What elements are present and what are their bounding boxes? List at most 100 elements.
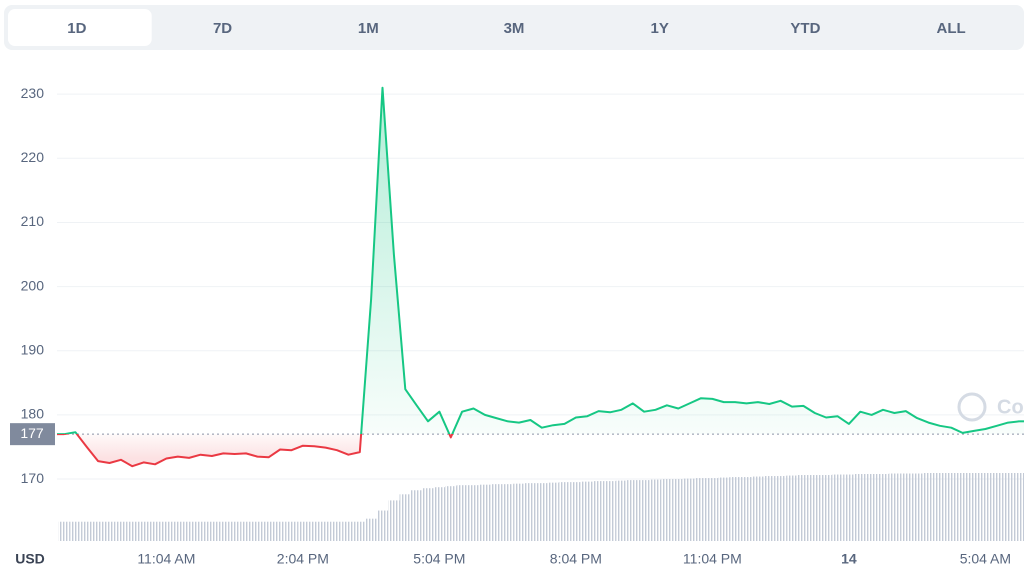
volume-bar bbox=[604, 481, 616, 541]
volume-bar bbox=[251, 521, 264, 541]
volume-bar bbox=[649, 479, 662, 541]
volume-bar bbox=[934, 473, 946, 541]
volume-bar bbox=[627, 480, 639, 541]
tab-label[interactable]: 1Y bbox=[651, 20, 669, 37]
tab-label[interactable]: 3M bbox=[504, 20, 525, 37]
volume-bar bbox=[854, 474, 866, 541]
volume-bar bbox=[433, 487, 446, 541]
volume-bar bbox=[194, 521, 207, 541]
volume-bar bbox=[615, 480, 628, 541]
volume-bar bbox=[911, 473, 923, 541]
volume-bar bbox=[126, 521, 138, 541]
x-tick-label: 8:04 PM bbox=[550, 551, 602, 567]
volume-bar bbox=[217, 521, 229, 541]
tab-bar bbox=[4, 5, 1024, 50]
y-tick-label: 190 bbox=[21, 341, 45, 357]
volume-bar bbox=[979, 473, 992, 541]
volume-bar bbox=[331, 521, 343, 541]
volume-bar bbox=[991, 473, 1003, 541]
volume-bar bbox=[763, 476, 775, 541]
volume-bar bbox=[399, 494, 411, 541]
volume-bar bbox=[103, 521, 116, 541]
tab-label[interactable]: 7D bbox=[213, 20, 232, 37]
y-tick-label: 200 bbox=[21, 277, 45, 293]
tab-label[interactable]: ALL bbox=[937, 20, 966, 37]
volume-bar bbox=[1002, 473, 1014, 541]
volume-bar bbox=[774, 476, 787, 541]
volume-bar bbox=[695, 478, 707, 541]
tab-label[interactable]: 1M bbox=[358, 20, 379, 37]
volume-bar bbox=[831, 474, 844, 541]
volume-bar bbox=[786, 475, 798, 541]
volume-bar bbox=[922, 473, 935, 541]
tab-selected[interactable] bbox=[8, 9, 152, 46]
x-tick-label: 14 bbox=[841, 551, 857, 567]
x-tick-label: 5:04 PM bbox=[413, 551, 465, 567]
volume-bar bbox=[206, 521, 218, 541]
volume-bar bbox=[263, 521, 275, 541]
x-tick-label: 11:04 AM bbox=[137, 551, 195, 567]
volume-bar bbox=[388, 500, 400, 541]
grid bbox=[57, 93, 1024, 480]
baseline-label-box bbox=[10, 423, 55, 446]
price-area bbox=[57, 87, 1024, 467]
volume-bar bbox=[683, 478, 696, 541]
price-line bbox=[63, 86, 1020, 468]
volume-bar bbox=[274, 521, 286, 541]
volume-bar bbox=[809, 475, 821, 541]
volume-bar bbox=[661, 479, 673, 541]
volume-bar bbox=[354, 521, 366, 541]
volume-bar bbox=[445, 486, 457, 541]
volume-bar bbox=[467, 485, 480, 541]
volume-bar bbox=[183, 521, 195, 541]
volume-bar bbox=[547, 482, 559, 541]
volume-bar bbox=[718, 477, 730, 541]
volume-bar bbox=[558, 482, 571, 541]
y-tick-label: 210 bbox=[21, 213, 45, 229]
volume-bar bbox=[524, 483, 537, 541]
x-tick-label: 5:04 AM bbox=[960, 551, 1011, 567]
volume-bar bbox=[92, 521, 104, 541]
volume-bar bbox=[797, 475, 810, 541]
tab-label[interactable]: 1D bbox=[67, 20, 86, 37]
volume-bar bbox=[968, 473, 980, 541]
volume-bar bbox=[672, 479, 684, 541]
volume-bar bbox=[706, 478, 719, 541]
watermark: Coi bbox=[997, 396, 1024, 418]
volume-bar bbox=[740, 477, 753, 541]
y-axis-label: USD bbox=[15, 551, 45, 567]
volume-bar bbox=[240, 521, 252, 541]
tabs: 1D 7D 1M 3M 1Y YTD ALL bbox=[8, 9, 966, 46]
volume-bar bbox=[945, 473, 957, 541]
volume-bar bbox=[479, 484, 491, 541]
baseline-label: 177 bbox=[20, 425, 44, 441]
volume-bar bbox=[1013, 473, 1024, 541]
volume-bar bbox=[592, 481, 605, 541]
plot bbox=[57, 86, 1024, 468]
volume-bar bbox=[297, 521, 309, 541]
volume-bar bbox=[285, 521, 298, 541]
volume-bar bbox=[342, 521, 355, 541]
volume-bar bbox=[638, 480, 650, 541]
tab-label[interactable]: YTD bbox=[790, 20, 820, 37]
volume-bar bbox=[501, 484, 514, 541]
watermark-logo bbox=[957, 392, 987, 422]
volume-bar bbox=[877, 474, 889, 541]
volume-bar bbox=[228, 521, 241, 541]
volume-bar bbox=[581, 481, 593, 541]
volume-bar bbox=[422, 488, 434, 541]
volume-bar bbox=[137, 521, 150, 541]
volume bbox=[58, 473, 1024, 541]
x-tick-label: 11:04 PM bbox=[683, 551, 742, 567]
x-tick-label: 2:04 PM bbox=[277, 551, 329, 567]
volume-bar bbox=[456, 485, 468, 541]
volume-bar bbox=[308, 521, 320, 541]
volume-bar bbox=[69, 521, 82, 541]
volume-bar bbox=[376, 510, 389, 541]
volume-bar bbox=[888, 473, 901, 541]
volume-bar bbox=[410, 490, 423, 541]
volume-bar bbox=[956, 473, 969, 541]
y-tick-label: 220 bbox=[21, 149, 45, 165]
